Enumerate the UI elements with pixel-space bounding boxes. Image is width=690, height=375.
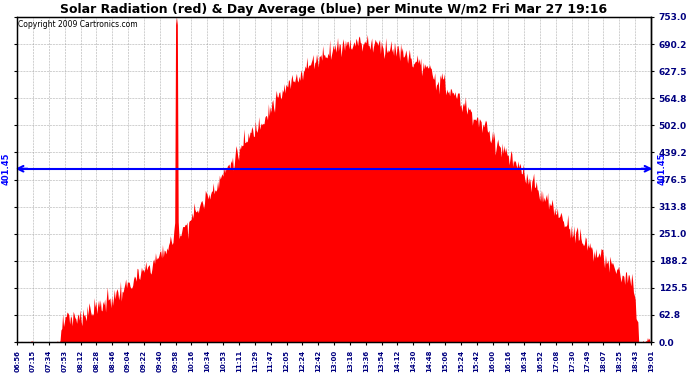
Text: 401.45: 401.45 bbox=[658, 153, 667, 185]
Text: Copyright 2009 Cartronics.com: Copyright 2009 Cartronics.com bbox=[19, 20, 138, 29]
Text: 401.45: 401.45 bbox=[2, 153, 11, 185]
Title: Solar Radiation (red) & Day Average (blue) per Minute W/m2 Fri Mar 27 19:16: Solar Radiation (red) & Day Average (blu… bbox=[61, 3, 608, 16]
